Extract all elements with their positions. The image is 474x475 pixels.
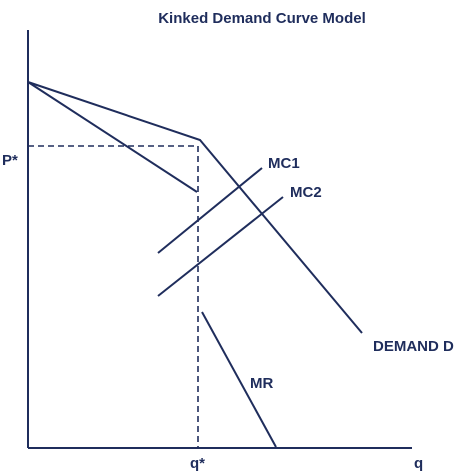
diagram-title: Kinked Demand Curve Model: [158, 10, 366, 27]
demand-label: DEMAND D: [373, 338, 454, 355]
mr-label: MR: [250, 375, 273, 392]
mc2-label: MC2: [290, 184, 322, 201]
x-axis-label: q: [414, 455, 423, 472]
mc1-label: MC1: [268, 155, 300, 172]
p-star-label: P*: [2, 152, 18, 169]
mc2-line: [157, 196, 284, 297]
mr-lower-segment: [201, 311, 277, 448]
mr-upper-segment: [27, 81, 198, 193]
demand-curve: [27, 81, 363, 334]
q-star-label: q*: [190, 455, 205, 472]
mc1-line: [157, 167, 263, 254]
